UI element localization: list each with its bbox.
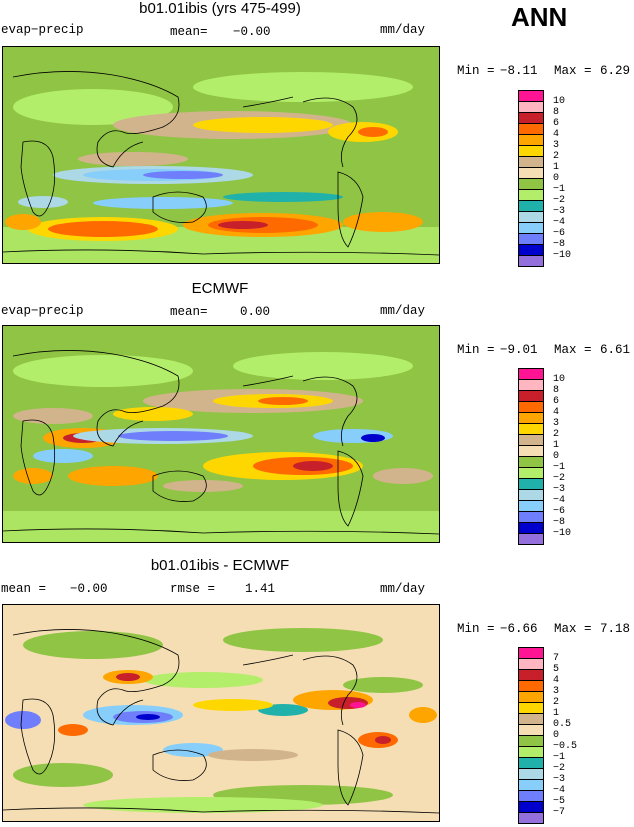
- panel-1-variable-label: evap−precip: [1, 23, 84, 37]
- colorbar-tick-label: −5: [553, 796, 566, 807]
- colorbar-tick-label: 0.5: [553, 719, 572, 730]
- colorbar-tick-label: 2: [553, 429, 560, 440]
- colorbar-tick-label: 0: [553, 451, 560, 462]
- colorbar-tick-label: 4: [553, 129, 560, 140]
- season-label: ANN: [511, 2, 568, 32]
- panel-2-colorbar: [518, 368, 544, 545]
- panel-1-max-value: 6.29: [600, 64, 631, 78]
- panel-3-colorbar: [518, 647, 544, 824]
- panel-2-title: ECMWF: [191, 280, 249, 297]
- colorbar-tick-label: 0: [553, 173, 560, 184]
- colorbar-tick-label: −0.5: [553, 741, 578, 752]
- colorbar-tick-label: −10: [553, 250, 572, 261]
- colorbar-tick-label: 4: [553, 675, 560, 686]
- colorbar-tick-label: 3: [553, 418, 560, 429]
- panel-2-variable-label: evap−precip: [1, 304, 84, 318]
- colorbar-tick-label: −6: [553, 506, 566, 517]
- panel-2-max-value: 6.61: [600, 343, 631, 357]
- colorbar-tick-label: −4: [553, 217, 566, 228]
- panel-3-mean-value: −0.00: [70, 582, 108, 596]
- colorbar-tick-label: −1: [553, 184, 566, 195]
- panel-2-mean-label: mean=: [170, 305, 208, 319]
- panel-1-map: [2, 46, 440, 264]
- colorbar-tick-label: −2: [553, 195, 566, 206]
- colorbar-tick-label: −1: [553, 462, 566, 473]
- panel-2-min-value: −9.01: [500, 343, 538, 357]
- colorbar-tick-label: 0: [553, 730, 560, 741]
- panel-1-mean-value: −0.00: [233, 25, 271, 39]
- colorbar-tick-label: 7: [553, 653, 560, 664]
- colorbar-tick-label: −6: [553, 228, 566, 239]
- panel-3-max-label: Max =: [554, 622, 592, 636]
- colorbar-tick-label: −8: [553, 517, 566, 528]
- colorbar-tick-label: −4: [553, 785, 566, 796]
- colorbar-tick-label: 5: [553, 664, 560, 675]
- colorbar-tick-label: −3: [553, 484, 566, 495]
- colorbar-tick-label: 2: [553, 151, 560, 162]
- panel-1-units: mm/day: [380, 23, 426, 37]
- colorbar-tick-label: 10: [553, 96, 566, 107]
- panel-3-rmse-label: rmse =: [170, 582, 216, 596]
- colorbar-tick-label: −2: [553, 473, 566, 484]
- panel-1-colorbar: [518, 90, 544, 267]
- panel-3-min-value: −6.66: [500, 622, 538, 636]
- colorbar-tick-label: −10: [553, 528, 572, 539]
- colorbar-tick-label: −2: [553, 763, 566, 774]
- colorbar-swatch: [518, 533, 544, 545]
- colorbar-swatch: [518, 812, 544, 824]
- colorbar-tick-label: −1: [553, 752, 566, 763]
- panel-3-max-value: 7.18: [600, 622, 631, 636]
- panel-1-min-value: −8.11: [500, 64, 538, 78]
- colorbar-tick-label: 8: [553, 385, 560, 396]
- colorbar-tick-label: −3: [553, 206, 566, 217]
- panel-1-min-label: Min =: [457, 64, 495, 78]
- colorbar-tick-label: 6: [553, 396, 560, 407]
- panel-3-rmse-value: 1.41: [245, 582, 276, 596]
- panel-2-units: mm/day: [380, 304, 426, 318]
- panel-2-mean-value: 0.00: [240, 305, 271, 319]
- colorbar-swatch: [518, 255, 544, 267]
- colorbar-tick-label: 8: [553, 107, 560, 118]
- panel-1-mean-label: mean=: [170, 25, 208, 39]
- colorbar-tick-label: 10: [553, 374, 566, 385]
- colorbar-tick-label: 1: [553, 440, 560, 451]
- colorbar-tick-label: 4: [553, 407, 560, 418]
- panel-2-map: [2, 325, 440, 543]
- colorbar-tick-label: 3: [553, 686, 560, 697]
- colorbar-tick-label: −3: [553, 774, 566, 785]
- colorbar-tick-label: 3: [553, 140, 560, 151]
- panel-2-min-label: Min =: [457, 343, 495, 357]
- panel-3-mean-label: mean =: [1, 582, 47, 596]
- colorbar-tick-label: 1: [553, 708, 560, 719]
- colorbar-tick-label: 6: [553, 118, 560, 129]
- colorbar-tick-label: 1: [553, 162, 560, 173]
- colorbar-tick-label: −8: [553, 239, 566, 250]
- colorbar-tick-label: −7: [553, 807, 566, 818]
- panel-3-title: b01.01ibis - ECMWF: [150, 557, 290, 574]
- colorbar-tick-label: 2: [553, 697, 560, 708]
- panel-2-max-label: Max =: [554, 343, 592, 357]
- panel-3-map: [2, 604, 440, 822]
- colorbar-tick-label: −4: [553, 495, 566, 506]
- panel-3-min-label: Min =: [457, 622, 495, 636]
- panel-1-title: b01.01ibis (yrs 475-499): [139, 0, 301, 17]
- panel-3-units: mm/day: [380, 582, 426, 596]
- panel-1-max-label: Max =: [554, 64, 592, 78]
